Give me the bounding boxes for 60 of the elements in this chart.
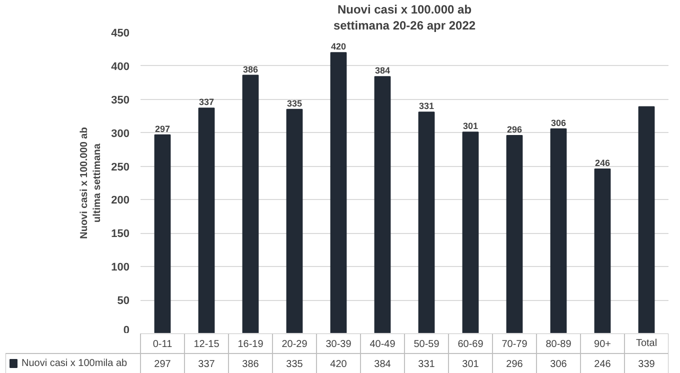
bar bbox=[418, 112, 435, 333]
annotation: 337 bbox=[198, 97, 214, 108]
y-tick-label: 300 bbox=[111, 128, 130, 140]
y-tick-label: 200 bbox=[111, 194, 130, 207]
x-tick-label: 70-79 bbox=[502, 339, 528, 350]
annotation: 331 bbox=[418, 101, 434, 112]
data-label: 335 bbox=[286, 359, 304, 370]
data-label: 420 bbox=[330, 359, 348, 370]
bar bbox=[506, 135, 523, 333]
bar bbox=[550, 128, 567, 333]
x-tick-label: 40-49 bbox=[370, 339, 396, 350]
data-label: 337 bbox=[198, 359, 216, 370]
annotation: 306 bbox=[550, 118, 566, 128]
bar bbox=[374, 76, 391, 333]
x-tick-label: 80-89 bbox=[546, 339, 572, 350]
y-tick-label: 450 bbox=[111, 28, 130, 40]
bar bbox=[638, 106, 655, 333]
y-tick-label: 350 bbox=[111, 94, 130, 106]
data-label: 306 bbox=[550, 359, 568, 370]
x-tick-label: 50-59 bbox=[414, 339, 440, 350]
annotation: 335 bbox=[286, 98, 302, 108]
annotation: 420 bbox=[330, 42, 346, 52]
data-label: 339 bbox=[638, 359, 656, 370]
annotation: 246 bbox=[594, 158, 610, 168]
legend-label: Nuovi casi x 100mila ab bbox=[22, 358, 128, 369]
annotation: 384 bbox=[374, 66, 390, 76]
bar bbox=[242, 74, 259, 333]
data-label: 331 bbox=[418, 359, 436, 370]
x-tick-label: Total bbox=[636, 338, 658, 349]
y-tick-label: 100 bbox=[111, 262, 130, 274]
data-label: 384 bbox=[374, 359, 392, 370]
x-tick-label: 20-29 bbox=[282, 339, 308, 350]
bar bbox=[154, 134, 171, 333]
x-tick-label: 12-15 bbox=[194, 339, 220, 350]
bar bbox=[594, 168, 611, 333]
bar bbox=[286, 108, 303, 333]
x-tick-label: 60-69 bbox=[458, 339, 484, 350]
annotation: 297 bbox=[154, 124, 170, 134]
data-label: 297 bbox=[154, 359, 172, 370]
y-tick-label: 400 bbox=[111, 60, 130, 73]
x-tick-label: 30-39 bbox=[326, 339, 352, 350]
y-tick-label: 50 bbox=[117, 295, 130, 308]
x-tick-label: 90+ bbox=[594, 339, 612, 350]
data-label: 296 bbox=[506, 359, 524, 370]
annotation: 301 bbox=[462, 121, 478, 132]
y-tick-label: 250 bbox=[111, 161, 130, 174]
chart-title: Nuovi casi x 100.000 ab bbox=[337, 2, 472, 16]
x-tick-label: 16-19 bbox=[238, 339, 264, 350]
bar bbox=[462, 132, 479, 333]
annotation: 296 bbox=[506, 124, 522, 135]
data-label: 386 bbox=[242, 359, 260, 370]
bar bbox=[330, 52, 347, 333]
data-label: 301 bbox=[462, 359, 480, 370]
bar bbox=[198, 108, 215, 333]
chart-subtitle: settimana 20-26 apr 2022 bbox=[333, 18, 476, 32]
annotation: 386 bbox=[242, 64, 258, 74]
y-axis-title: Nuovi casi x 100.000 ab ultima settimana bbox=[78, 127, 104, 239]
y-tick-label: 150 bbox=[111, 228, 130, 240]
x-tick-label: 0-11 bbox=[152, 339, 173, 350]
data-label: 246 bbox=[594, 359, 612, 370]
